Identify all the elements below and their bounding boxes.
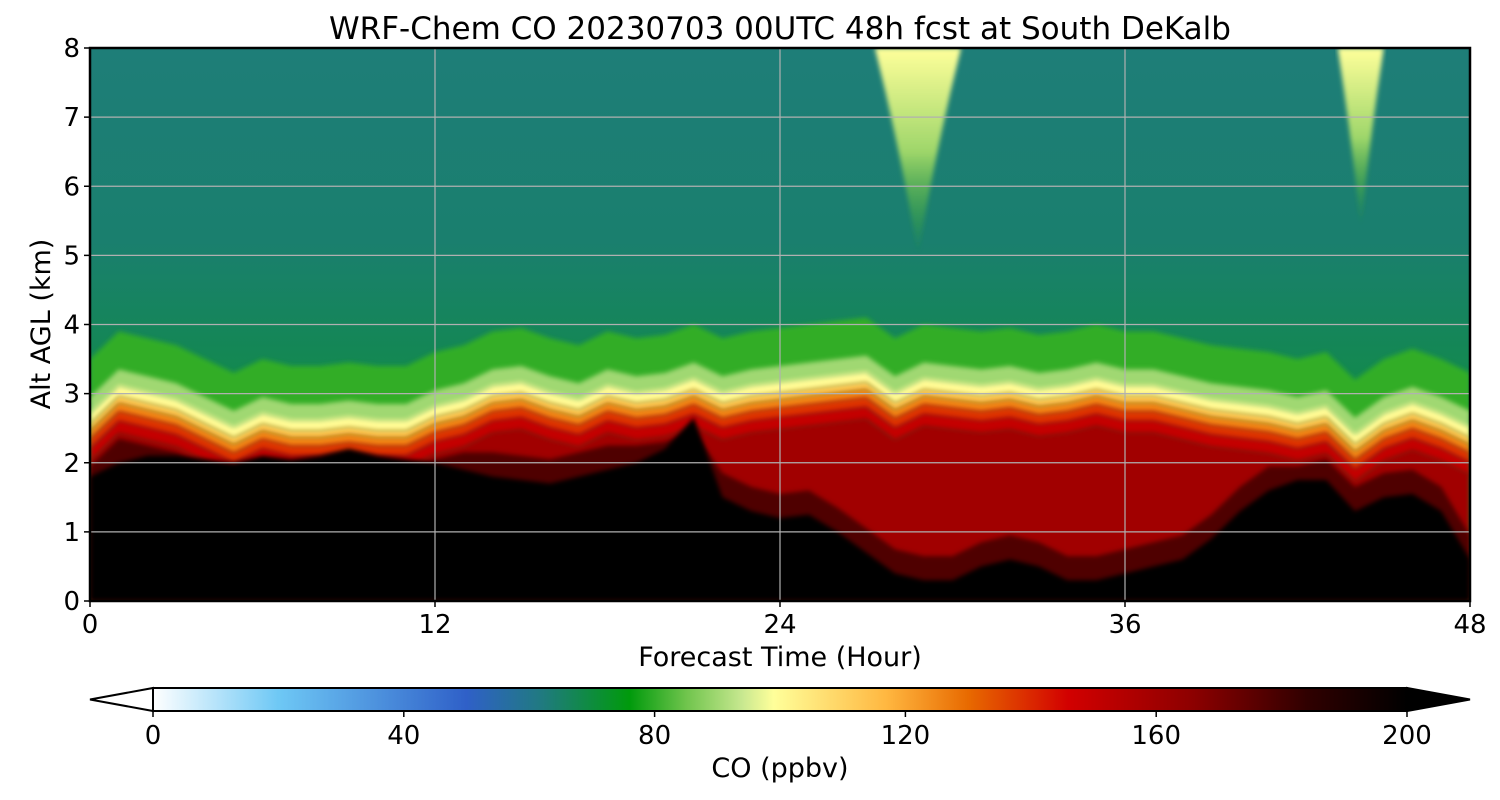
- y-tick-label: 2: [63, 449, 80, 479]
- x-axis-ticks: 0 12 24 36 48: [82, 601, 1487, 640]
- x-tick-label: 12: [418, 610, 451, 640]
- y-axis-label: Alt AGL (km): [26, 239, 57, 410]
- y-tick-label: 8: [63, 34, 80, 64]
- colorbar-extend-min: [89, 686, 154, 713]
- plume-aloft-1: [874, 48, 962, 256]
- y-tick-label: 0: [63, 587, 80, 617]
- colorbar-tick-label: 200: [1382, 721, 1432, 751]
- colorbar-extend-max: [1406, 686, 1471, 713]
- colorbar-tick-label: 120: [881, 721, 931, 751]
- chart-title: WRF-Chem CO 20230703 00UTC 48h fcst at S…: [329, 11, 1231, 47]
- colorbar-ticks: 0 40 80 120 160 200: [145, 711, 1432, 751]
- x-tick-label: 24: [763, 610, 796, 640]
- colorbar: [89, 686, 1471, 713]
- colorbar-tick-label: 40: [387, 721, 420, 751]
- x-tick-label: 36: [1108, 610, 1141, 640]
- y-tick-label: 3: [63, 380, 80, 410]
- x-axis-label: Forecast Time (Hour): [638, 642, 922, 673]
- y-tick-label: 7: [63, 103, 80, 133]
- y-tick-label: 1: [63, 518, 80, 548]
- plume-aloft-2: [1337, 48, 1384, 228]
- y-axis-ticks: 0 1 2 3 4 5 6 7 8: [63, 34, 90, 617]
- y-tick-label: 4: [63, 311, 80, 341]
- colorbar-tick-label: 80: [638, 721, 671, 751]
- y-tick-label: 5: [63, 241, 80, 271]
- colorbar-frame: [152, 687, 1408, 712]
- x-tick-label: 48: [1453, 610, 1486, 640]
- colorbar-tick-label: 160: [1131, 721, 1181, 751]
- colorbar-tick-label: 0: [145, 721, 162, 751]
- y-tick-label: 6: [63, 172, 80, 202]
- colorbar-label: CO (ppbv): [711, 753, 848, 784]
- grid-lines: [90, 48, 1470, 601]
- x-tick-label: 0: [82, 610, 99, 640]
